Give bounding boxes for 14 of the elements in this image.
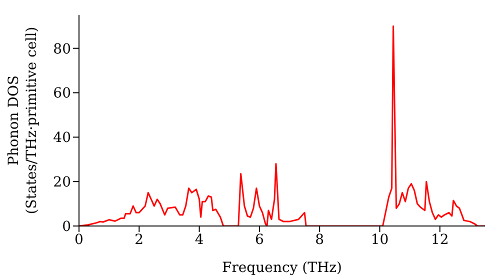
x-tick-label: 8: [315, 232, 324, 248]
x-tick-label: 2: [134, 232, 144, 248]
y-tick-label: 40: [53, 130, 71, 146]
x-tick-label: 4: [194, 232, 204, 248]
x-tick-label: 10: [370, 232, 389, 248]
x-tick-label: 12: [430, 232, 449, 248]
x-tick-label: 0: [74, 232, 84, 248]
y-axis-title: Phonon DOS (States/THz·primitive cell): [6, 26, 40, 214]
x-axis-title: Frequency (THz): [222, 260, 342, 276]
y-tick-label: 60: [53, 86, 71, 102]
x-tick-label: 6: [254, 232, 264, 248]
y-tick-label: 0: [62, 218, 71, 235]
y-tick-label: 20: [53, 174, 71, 191]
y-tick-label: 80: [53, 41, 71, 58]
